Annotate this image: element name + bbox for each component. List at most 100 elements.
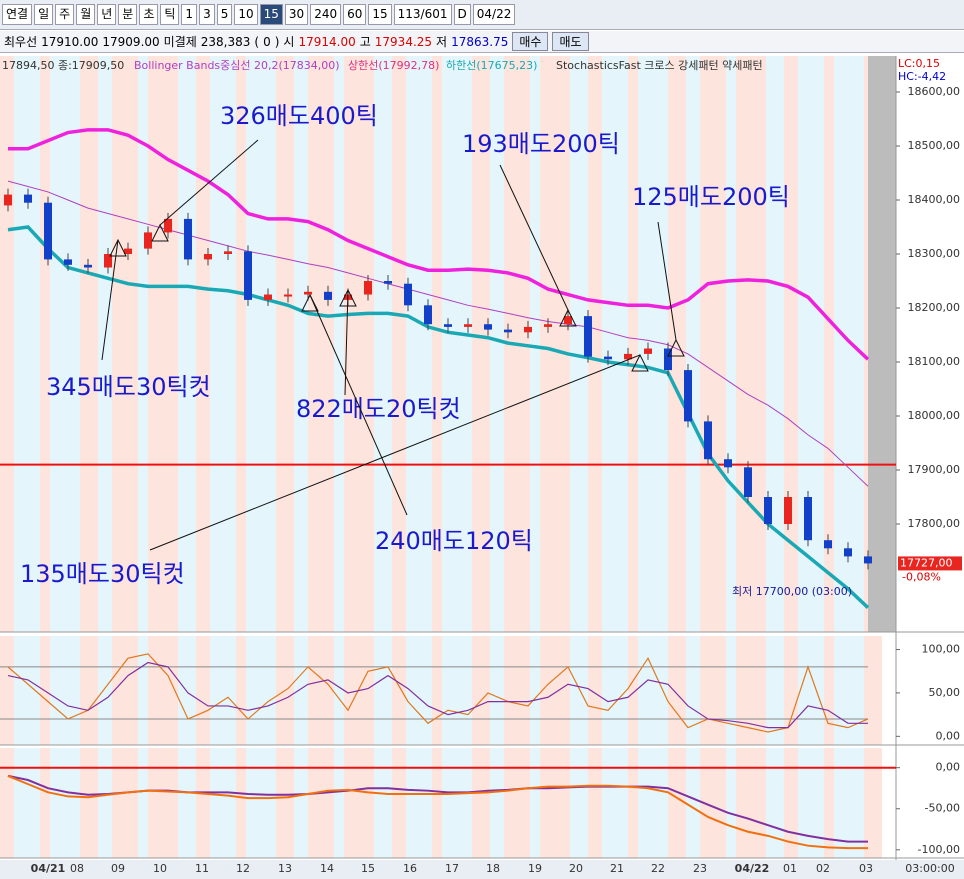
period-button[interactable]: 초 — [139, 4, 159, 25]
arrow — [499, 164, 569, 311]
indicator-line — [7, 774, 868, 850]
period-button[interactable]: 15 — [259, 4, 283, 25]
candle — [664, 348, 672, 371]
period-button[interactable]: 틱 — [160, 4, 180, 25]
annotation: 822매도20틱컷 — [296, 395, 461, 423]
period-button[interactable]: 분 — [118, 4, 138, 25]
stripe — [834, 56, 864, 632]
stripe — [210, 748, 236, 858]
indicator-line — [7, 653, 869, 733]
stripe — [784, 56, 798, 632]
y-tick-label: 18400,00 — [908, 193, 961, 206]
stripe — [178, 636, 196, 745]
hc-label: HC:-4,42 — [898, 70, 946, 83]
period-button[interactable]: 240 — [310, 4, 342, 25]
candle — [144, 232, 152, 249]
stripe — [392, 636, 406, 745]
arrow-head — [151, 223, 169, 242]
candle — [864, 556, 872, 564]
period-button[interactable]: 월 — [76, 4, 96, 25]
candle — [804, 497, 812, 541]
candle — [364, 281, 372, 295]
y-tick-label: 18300,00 — [908, 247, 961, 260]
period-button[interactable]: 5 — [216, 4, 233, 25]
buy-button[interactable]: 매수 — [512, 32, 549, 51]
stripe — [246, 56, 276, 632]
candle — [564, 316, 572, 325]
y-tick-label: 0,00 — [936, 761, 961, 774]
last-price: 17727,00 — [900, 556, 953, 569]
stripe — [98, 636, 112, 745]
candle — [184, 218, 192, 260]
candle — [304, 291, 312, 295]
x-tick-label: 19 — [528, 862, 542, 875]
sell-button[interactable]: 매도 — [552, 32, 589, 51]
stripe — [294, 636, 308, 745]
candle — [44, 202, 52, 260]
date[interactable]: 04/22 — [472, 4, 516, 25]
y-tick-label: 18000,00 — [908, 409, 961, 422]
candle — [524, 326, 532, 333]
period-button[interactable]: 30 — [284, 4, 309, 25]
candle — [264, 294, 272, 300]
stripe — [246, 748, 276, 858]
stripe — [766, 56, 784, 632]
stripe — [824, 56, 834, 632]
stripe — [570, 56, 588, 632]
y-tick-label: 17900,00 — [908, 463, 961, 476]
annotation: 193매도200틱 — [462, 130, 620, 158]
range: 113/601 — [393, 4, 452, 25]
quote-item: 17910.00 — [41, 34, 99, 49]
period-button[interactable]: 60 — [343, 4, 367, 25]
stripe — [40, 56, 50, 632]
stripe — [246, 636, 276, 745]
candle — [584, 316, 592, 357]
count-select[interactable]: 15 — [368, 4, 392, 25]
period-button[interactable]: 년 — [97, 4, 117, 25]
stripe — [736, 636, 766, 745]
stripe — [236, 636, 246, 745]
quote-item: 17934.25 — [374, 34, 433, 49]
arrow — [159, 139, 259, 226]
stripe — [726, 748, 736, 858]
stripe — [112, 56, 138, 632]
candle — [604, 356, 612, 360]
arrow-head — [301, 293, 319, 312]
stripe — [344, 748, 374, 858]
axis-end: 03:00:00 — [905, 862, 954, 875]
stripe — [766, 636, 784, 745]
stripe — [138, 56, 148, 632]
period-button[interactable]: 1 — [181, 4, 198, 25]
stripe — [686, 636, 700, 745]
stripe — [726, 56, 736, 632]
stripe — [504, 636, 530, 745]
period-button[interactable]: 주 — [55, 4, 75, 25]
stripe — [308, 748, 334, 858]
period-button[interactable]: 10 — [234, 4, 258, 25]
candle — [104, 254, 112, 268]
stripe — [0, 636, 14, 745]
x-tick-label: 23 — [693, 862, 707, 875]
stripe — [540, 56, 570, 632]
period-button[interactable]: 3 — [199, 4, 215, 25]
stripe — [374, 636, 392, 745]
period-button[interactable]: 연결 — [2, 4, 33, 25]
annotation: 326매도400틱 — [220, 102, 378, 130]
stripe — [540, 636, 570, 745]
quote-item: 미결제 — [163, 35, 197, 49]
annotation: 345매도30틱컷 — [46, 373, 211, 401]
period-button[interactable]: 일 — [34, 4, 54, 25]
quote-item: ( — [254, 34, 260, 49]
arrow — [657, 221, 677, 341]
y-tick-label: 18100,00 — [908, 355, 961, 368]
stripe — [784, 636, 798, 745]
toolbar: 연결 일 주 월 년 분 초 틱 1 3 5 10 15 30 240 60 15 113/601 D 04/22 — [0, 0, 964, 30]
stripe — [668, 748, 686, 858]
candle — [764, 497, 772, 525]
quote-item: ) — [274, 34, 280, 49]
x-tick-label: 03 — [859, 862, 873, 875]
arrow-head — [339, 288, 357, 307]
candle — [784, 497, 792, 525]
legend-item: 하한선(17675,23) — [446, 58, 537, 72]
